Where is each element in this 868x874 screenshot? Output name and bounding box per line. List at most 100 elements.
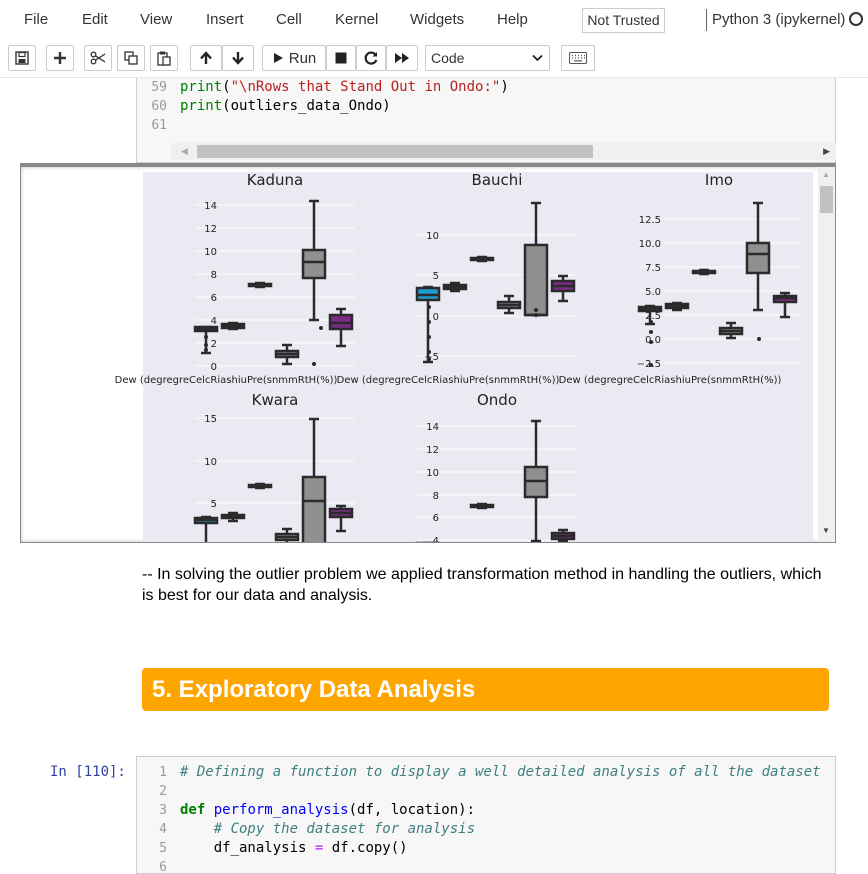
y-tick-label: 0	[211, 362, 217, 373]
code-token: (	[222, 79, 231, 95]
stop-icon	[335, 52, 347, 64]
outlier-point	[204, 343, 208, 347]
outlier-point	[649, 340, 653, 344]
y-tick-label: 10	[426, 468, 439, 479]
y-tick-label: 10	[204, 457, 217, 468]
panel-title: Kwara	[252, 391, 299, 409]
vertical-scroll-thumb[interactable]	[820, 186, 833, 213]
paste-button[interactable]	[150, 45, 178, 71]
run-button[interactable]: Run	[262, 45, 326, 71]
move-down-button[interactable]	[222, 45, 254, 71]
y-tick-label: 12	[204, 224, 217, 235]
cell-type-select[interactable]: Code	[425, 45, 550, 71]
y-tick-label: 14	[426, 422, 439, 433]
output-vertical-scrollbar[interactable]: ▲ ▼	[818, 167, 835, 542]
outlier-point	[427, 320, 431, 324]
outlier-point	[427, 350, 431, 354]
box	[301, 248, 327, 280]
code-token: print	[180, 98, 223, 114]
outlier-point	[204, 348, 208, 352]
trust-status-button[interactable]: Not Trusted	[582, 8, 665, 33]
save-button[interactable]	[8, 45, 36, 71]
code-line: # Copy the dataset for analysis	[180, 821, 475, 837]
menu-cell[interactable]: Cell	[276, 11, 302, 28]
fast-forward-icon	[394, 52, 410, 64]
figure-background	[143, 172, 813, 542]
y-tick-label: 10.0	[639, 239, 661, 250]
cell-prompt: In [110]:	[50, 764, 126, 780]
box	[745, 241, 771, 275]
y-tick-label: 12	[426, 445, 439, 456]
outlier-point	[649, 363, 653, 367]
line-number: 6	[159, 860, 167, 874]
code-comment: # Defining a function to display a well …	[180, 764, 821, 780]
code-string: "\nRows that Stand Out in Ondo:"	[230, 79, 501, 95]
scroll-left-icon[interactable]: ◀	[181, 146, 188, 156]
restart-button[interactable]	[356, 45, 386, 71]
line-number: 60	[151, 99, 167, 114]
y-tick-label: 2.5	[645, 311, 661, 322]
cell-output-area[interactable]: 0 2 4 6 8 10 12 14 Kaduna Dew (degregreCelcRiashi…	[20, 163, 836, 543]
code-token: (df, location):	[348, 802, 476, 818]
menu-widgets[interactable]: Widgets	[410, 11, 465, 28]
y-tick-label: 8	[433, 491, 439, 502]
y-tick-label: 12.5	[639, 215, 661, 226]
menu-insert[interactable]: Insert	[206, 11, 244, 28]
x-tick-labels: Dew (degregreCelcRiashiuPre(snmmRtH(%))	[115, 375, 338, 386]
code-cell-input[interactable]: 1 # Defining a function to display a wel…	[136, 756, 836, 874]
keyboard-icon	[569, 52, 587, 64]
restart-icon	[364, 51, 378, 65]
interrupt-button[interactable]	[326, 45, 356, 71]
copy-button[interactable]	[117, 45, 145, 71]
outlier-point	[534, 313, 538, 317]
panel-title: Ondo	[477, 391, 517, 409]
y-tick-label: 6	[211, 293, 217, 304]
box	[301, 475, 327, 542]
cut-icon	[90, 51, 106, 65]
code-keyword: def	[180, 802, 206, 818]
cut-button[interactable]	[84, 45, 112, 71]
y-tick-label: 5	[211, 499, 217, 510]
horizontal-scroll-thumb[interactable]	[197, 145, 593, 158]
move-up-button[interactable]	[190, 45, 222, 71]
menu-kernel[interactable]: Kernel	[335, 11, 379, 28]
menu-view[interactable]: View	[140, 11, 173, 28]
kernel-name[interactable]: Python 3 (ipykernel)	[712, 11, 846, 28]
menu-edit[interactable]: Edit	[82, 11, 108, 28]
paste-icon	[157, 51, 171, 66]
line-number: 61	[151, 118, 167, 133]
code-token: (outliers_data_Ondo)	[222, 98, 391, 114]
code-comment: # Copy the dataset for analysis	[180, 821, 476, 837]
toolbar: Run Code	[0, 40, 868, 78]
code-line: def perform_analysis(df, location):	[180, 802, 475, 818]
x-tick-labels: Dew (degregreCelcRiashiuPre(snmmRtH(%))	[337, 375, 560, 386]
command-palette-button[interactable]	[561, 45, 595, 71]
code-line: df_analysis = df.copy()	[180, 840, 408, 856]
kernel-status-icon	[849, 12, 863, 26]
y-tick-label: 10	[426, 231, 439, 242]
outlier-point	[534, 308, 538, 312]
panel-title: Kaduna	[247, 171, 304, 189]
scroll-up-icon[interactable]: ▲	[822, 170, 830, 179]
code-operator: =	[306, 840, 332, 856]
y-tick-label: 6	[433, 513, 439, 524]
y-tick-label: 2	[211, 339, 217, 350]
menu-file[interactable]: File	[24, 11, 49, 28]
horizontal-scrollbar[interactable]: ◀ ▶	[171, 143, 836, 160]
outlier-point	[649, 320, 653, 324]
outlier-point	[757, 337, 761, 341]
y-tick-label: 0.0	[645, 335, 661, 346]
y-tick-label: 4	[211, 316, 217, 327]
outlier-point	[204, 335, 208, 339]
restart-run-all-button[interactable]	[386, 45, 418, 71]
scroll-right-icon[interactable]: ▶	[823, 146, 830, 156]
section-header: 5. Exploratory Data Analysis	[142, 668, 829, 711]
cell-type-value: Code	[431, 50, 465, 66]
scroll-down-icon[interactable]: ▼	[822, 526, 830, 535]
arrow-down-icon	[231, 51, 245, 65]
line-number: 59	[151, 80, 167, 95]
insert-cell-button[interactable]	[46, 45, 74, 71]
menu-help[interactable]: Help	[497, 11, 528, 28]
line-number: 3	[159, 803, 167, 818]
line-number: 5	[159, 841, 167, 856]
